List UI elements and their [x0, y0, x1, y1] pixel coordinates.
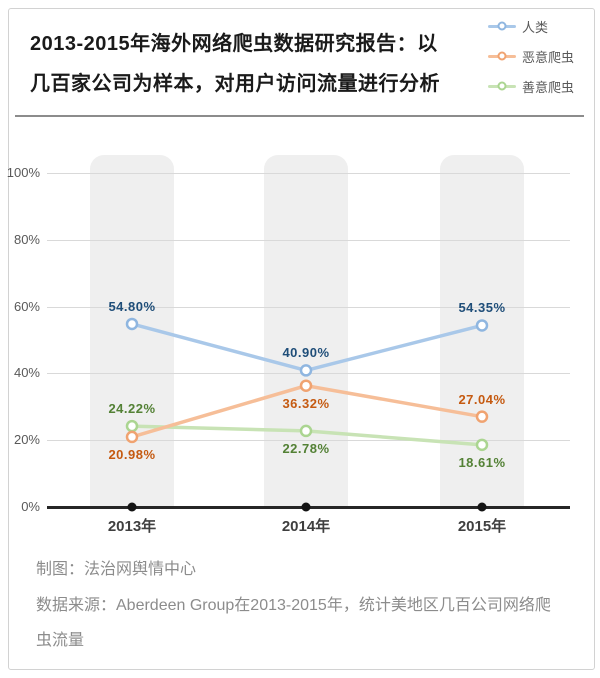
data-point-marker: [125, 430, 139, 444]
gridline: [47, 173, 570, 174]
gridline: [47, 440, 570, 442]
chart-title-line1: 2013-2015年海外网络爬虫数据研究报告：以: [30, 33, 438, 55]
x-axis-tick-label: 2014年: [281, 518, 331, 535]
legend-label: 恶意爬虫: [522, 49, 575, 65]
legend-label: 善意爬虫: [522, 79, 575, 95]
data-point-label: 36.32%: [282, 395, 330, 411]
y-axis-tick-label: 100%: [6, 165, 40, 180]
axis-dot: [301, 502, 311, 512]
data-point-label: 40.90%: [282, 345, 330, 361]
gridline: [47, 239, 570, 241]
footer-credit: 制图：法治网舆情中心: [36, 561, 197, 578]
data-point-marker: [475, 410, 489, 423]
chart-title: 2013-2015年海外网络爬虫数据研究报告：以 几百家公司为样本，对用户访问流…: [30, 24, 488, 104]
axis-dot: [127, 502, 137, 512]
data-point-marker: [125, 317, 139, 331]
legend-line-marker-icon: [488, 21, 516, 31]
x-axis-tick-label: 2015年: [457, 518, 507, 535]
legend-item: 恶意爬虫: [488, 46, 588, 66]
y-axis-tick-label: 60%: [13, 298, 40, 314]
x-axis-tick-label: 2013年: [107, 518, 157, 535]
data-point-label: 54.35%: [458, 300, 506, 316]
legend-item: 善意爬虫: [488, 76, 588, 96]
data-point-marker: [299, 424, 313, 438]
data-point-label: 18.61%: [458, 454, 506, 470]
gridline: [47, 306, 570, 308]
data-point-label: 27.04%: [458, 391, 506, 407]
legend: 人类恶意爬虫善意爬虫: [488, 16, 588, 96]
legend-line-marker-icon: [488, 81, 516, 91]
legend-item: 人类: [488, 16, 588, 36]
data-point-marker: [299, 379, 313, 392]
axis-dot: [477, 502, 487, 512]
data-point-marker: [475, 438, 489, 452]
category-band: [264, 155, 348, 507]
legend-label: 人类: [522, 19, 549, 35]
legend-dot-icon: [497, 21, 507, 31]
data-point-label: 22.78%: [282, 440, 330, 456]
data-point-label: 24.22%: [108, 401, 156, 417]
data-point-marker: [125, 419, 139, 433]
data-point-marker: [299, 364, 313, 377]
data-point-marker: [475, 319, 489, 332]
legend-dot-icon: [497, 51, 507, 61]
title-divider: [15, 115, 584, 117]
legend-line-marker-icon: [488, 51, 516, 61]
footer-source: 数据来源：Aberdeen Group在2013-2015年，统计美地区几百公司…: [36, 596, 551, 650]
data-point-label: 20.98%: [108, 446, 156, 462]
footer: 制图：法治网舆情中心 数据来源：Aberdeen Group在2013-2015…: [36, 552, 556, 659]
data-point-label: 54.80%: [108, 298, 156, 314]
chart-title-line2: 几百家公司为样本，对用户访问流量进行分析: [30, 73, 440, 95]
y-axis-tick-label: 20%: [13, 432, 40, 448]
y-axis-tick-label: 80%: [13, 231, 40, 247]
legend-dot-icon: [497, 81, 507, 91]
y-axis-tick-label: 40%: [13, 365, 40, 381]
y-axis-tick-label: 0%: [21, 499, 40, 514]
